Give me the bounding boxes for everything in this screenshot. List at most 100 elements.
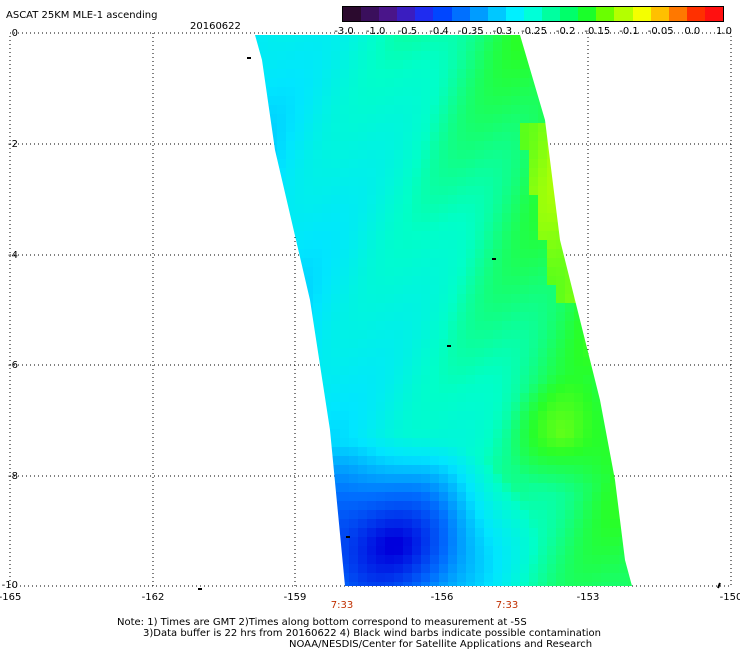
swath-cell — [358, 258, 367, 267]
swath-cell — [412, 276, 421, 285]
swath-cell — [259, 384, 268, 393]
swath-cell — [259, 35, 268, 42]
swath-cell — [304, 222, 313, 231]
swath-cell — [511, 51, 520, 60]
swath-cell — [601, 555, 610, 564]
swath-cell — [255, 114, 259, 123]
swath-cell — [268, 501, 277, 510]
swath-cell — [520, 35, 529, 42]
swath-cell — [385, 555, 394, 564]
swath-cell — [367, 564, 376, 573]
swath-cell — [331, 60, 340, 69]
swath-cell — [556, 465, 565, 474]
swath-cell — [619, 330, 628, 339]
swath-cell — [255, 132, 259, 141]
swath-cell — [430, 564, 439, 573]
x-label-1: -162 — [141, 592, 165, 603]
swath-cell — [421, 303, 430, 312]
swath-cell — [484, 339, 493, 348]
swath-cell — [304, 168, 313, 177]
swath-cell — [349, 438, 358, 447]
swath-cell — [277, 402, 286, 411]
swath-cell — [601, 321, 610, 330]
swath-cell — [520, 429, 529, 438]
swath-cell — [484, 51, 493, 60]
swath-cell — [430, 321, 439, 330]
swath-cell — [457, 78, 466, 87]
swath-cell — [259, 366, 268, 375]
swath-cell — [394, 420, 403, 429]
swath-cell — [484, 474, 493, 483]
swath-cell — [322, 501, 331, 510]
swath-cell — [277, 411, 286, 420]
swath-cell — [484, 159, 493, 168]
swath-cell — [529, 573, 538, 582]
swath-cell — [520, 402, 529, 411]
swath-cell — [466, 231, 475, 240]
swath-cell — [340, 159, 349, 168]
swath-cell — [637, 114, 646, 123]
swath-cell — [592, 546, 601, 555]
swath-cell — [304, 267, 313, 276]
swath-cell — [376, 213, 385, 222]
swath-cell — [439, 222, 448, 231]
swath-cell — [637, 276, 646, 285]
swath-cell — [421, 105, 430, 114]
swath-cell — [475, 447, 484, 456]
swath-cell — [592, 402, 601, 411]
swath-cell — [475, 483, 484, 492]
swath-cell — [385, 51, 394, 60]
swath-cell — [295, 537, 304, 546]
swath-cell — [520, 249, 529, 258]
swath-cell — [538, 159, 547, 168]
swath-cell — [295, 420, 304, 429]
swath-cell — [277, 231, 286, 240]
swath-cell — [430, 582, 439, 586]
swath-cell — [286, 411, 295, 420]
swath-cell — [385, 510, 394, 519]
swath-cell — [628, 249, 632, 258]
swath-cell — [255, 393, 259, 402]
swath-cell — [268, 231, 277, 240]
swath-cell — [637, 285, 646, 294]
swath-cell — [448, 141, 457, 150]
swath-cell — [475, 141, 484, 150]
swath-cell — [367, 402, 376, 411]
swath-cell — [556, 411, 565, 420]
swath-cell — [556, 528, 565, 537]
time-label-0: 7:33 — [330, 600, 354, 611]
swath-cell — [394, 150, 403, 159]
swath-cell — [385, 249, 394, 258]
swath-cell — [439, 555, 448, 564]
swath-cell — [637, 303, 646, 312]
swath-cell — [367, 348, 376, 357]
swath-cell — [484, 411, 493, 420]
swath-cell — [556, 195, 565, 204]
swath-cell — [430, 348, 439, 357]
map-title: ASCAT 25KM MLE-1 ascending — [6, 10, 158, 21]
swath-cell — [511, 420, 520, 429]
swath-cell — [268, 114, 277, 123]
swath-cell — [637, 132, 646, 141]
swath-cell — [439, 474, 448, 483]
swath-cell — [322, 573, 331, 582]
swath-cell — [610, 339, 619, 348]
swath-cell — [610, 411, 619, 420]
swath-cell — [376, 150, 385, 159]
swath-cell — [520, 582, 529, 586]
swath-cell — [259, 546, 268, 555]
swath-cell — [421, 150, 430, 159]
swath-cell — [484, 168, 493, 177]
swath-cell — [583, 420, 592, 429]
swath-cell — [367, 393, 376, 402]
swath-cell — [255, 465, 259, 474]
swath-cell — [475, 411, 484, 420]
swath-cell — [610, 231, 619, 240]
swath-cell — [367, 438, 376, 447]
swath-cell — [457, 240, 466, 249]
swath-cell — [304, 303, 313, 312]
swath-cell — [475, 204, 484, 213]
swath-cell — [412, 60, 421, 69]
swath-cell — [538, 150, 547, 159]
swath-cell — [403, 249, 412, 258]
